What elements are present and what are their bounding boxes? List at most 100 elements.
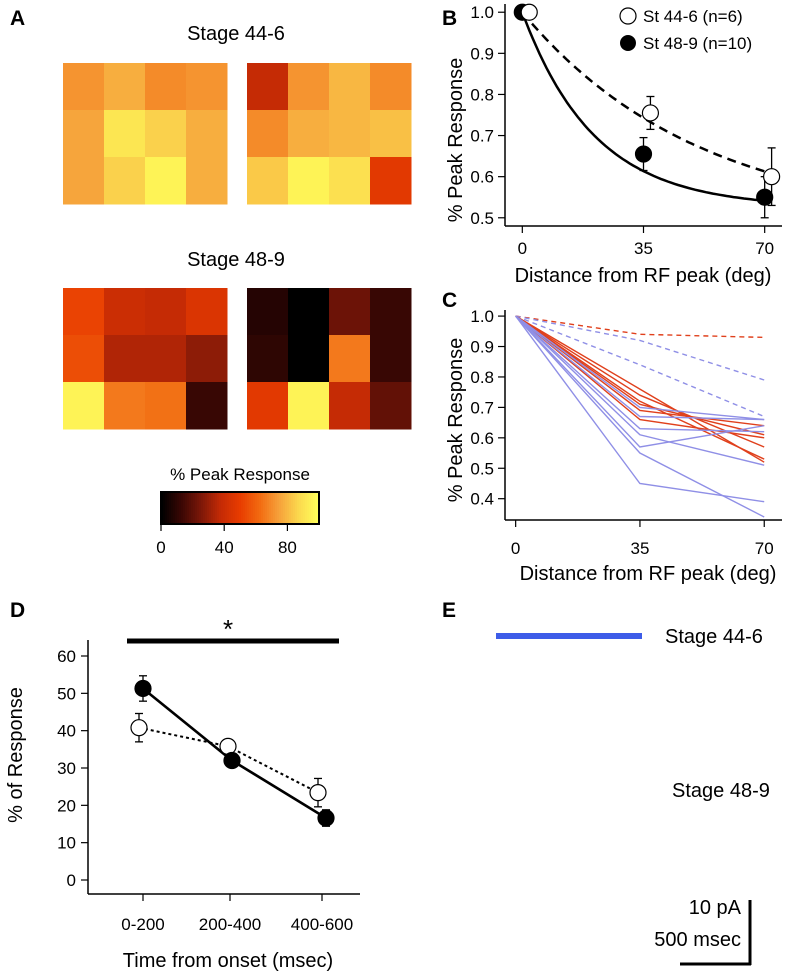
heatmap-cell [186,157,228,205]
heatmap-cell [104,335,146,383]
colorbar-step [309,492,312,524]
c-line-red [515,315,765,448]
c-line-blue [515,315,765,466]
d-point-st48 [223,751,241,770]
colorbar-title: % Peak Response [170,465,310,484]
b-point-st44 [641,104,660,122]
c-line-blue [515,315,765,433]
colorbar-step [271,492,274,524]
colorbar-step [183,492,186,524]
d-ticks: 0 10 20 30 40 50 60 0-200 200-400 400-600 [57,647,353,934]
heatmap-cell [247,382,289,430]
colorbar-step [259,492,262,524]
b-point-st44 [520,3,538,21]
heatmap-cell [63,63,105,111]
colorbar-step [197,492,200,524]
colorbar-step [261,492,264,524]
d-x-tick-label: 400-600 [291,915,353,934]
heatmap-cell [247,110,289,158]
heatmap-cell [104,63,146,111]
heatmap-cell [370,63,412,111]
colorbar-step [161,492,164,524]
colorbar-step [303,492,306,524]
heatmap-cell [104,110,146,158]
colorbar-step [177,492,180,524]
colorbar-step [191,492,194,524]
legend-st48: St 48-9 (n=10) [643,34,752,53]
heatmap-cell [186,288,228,336]
colorbar-step [287,492,290,524]
colorbar-step [189,492,192,524]
b-fit-st48 [521,11,772,203]
c-line-red [515,315,765,427]
colorbar-step [311,492,314,524]
b-plot [513,3,781,219]
colorbar-step [169,492,172,524]
stage44-title: Stage 44-6 [187,23,285,45]
c-y-tick-label: 0.4 [470,490,494,509]
heatmap-cell [370,288,412,336]
d-point-st48 [134,679,152,698]
b-point-st48 [634,145,653,163]
d-y-tick-label: 0 [67,871,76,890]
colorbar-step [195,492,198,524]
colorbar-step [281,492,284,524]
colorbar-step [171,492,174,524]
b-point-st44 [763,168,781,186]
colorbar-step [267,492,270,524]
panel-a-letter: A [10,7,25,30]
colorbar-step [251,492,254,524]
trace2-label: Stage 48-9 [672,780,770,802]
colorbar-step [255,492,258,524]
colorbar-step [221,492,224,524]
colorbar-step [273,492,276,524]
colorbar-step [173,492,176,524]
colorbar-step [213,492,216,524]
c-line-blue [515,315,765,381]
c-x-label: Distance from RF peak (deg) [520,563,777,585]
heatmap-cell [63,382,105,430]
colorbar-step [165,492,168,524]
b-x-tick-label: 70 [755,239,774,258]
c-x-tick-label: 70 [755,539,774,558]
heatmap-stage48-right [247,288,412,430]
heatmap-cell [186,382,228,430]
colorbar: % Peak Response 0 40 80 [156,465,320,557]
colorbar-ticks: 0 40 80 [156,524,297,557]
colorbar-tick-label: 0 [156,538,165,557]
heatmap-cell [329,63,371,111]
colorbar-step [253,492,256,524]
b-point-st48 [756,188,774,206]
colorbar-step [313,492,316,524]
b-y-tick-label: 0.5 [470,209,494,228]
colorbar-step [241,492,244,524]
colorbar-step [257,492,260,524]
heatmap-cell [288,382,330,430]
colorbar-step [291,492,294,524]
d-point-st44 [219,737,237,755]
colorbar-step [269,492,272,524]
panel-d: D * 0 10 20 30 40 50 60 0-200 200-400 400-600 % o… [5,599,360,972]
panel-c-letter: C [442,289,457,312]
colorbar-step [315,492,318,524]
d-y-tick-label: 10 [57,834,76,853]
colorbar-step [283,492,286,524]
heatmap-cell [145,63,187,111]
d-x-label: Time from onset (msec) [123,950,333,972]
c-line-red [515,315,765,436]
heatmap-cell [145,382,187,430]
colorbar-step [297,492,300,524]
colorbar-step [229,492,232,524]
heatmap-cell [186,335,228,383]
heatmap-cell [247,157,289,205]
d-y-tick-label: 30 [57,759,76,778]
d-y-tick-label: 60 [57,647,76,666]
colorbar-step [227,492,230,524]
b-legend: St 44-6 (n=6) St 48-9 (n=10) [619,7,752,53]
colorbar-step [163,492,166,524]
c-y-tick-label: 0.9 [470,338,494,357]
panel-e-letter: E [442,599,456,622]
heatmap-cell [63,110,105,158]
scale-current-label: 10 pA [689,897,742,919]
colorbar-step [243,492,246,524]
